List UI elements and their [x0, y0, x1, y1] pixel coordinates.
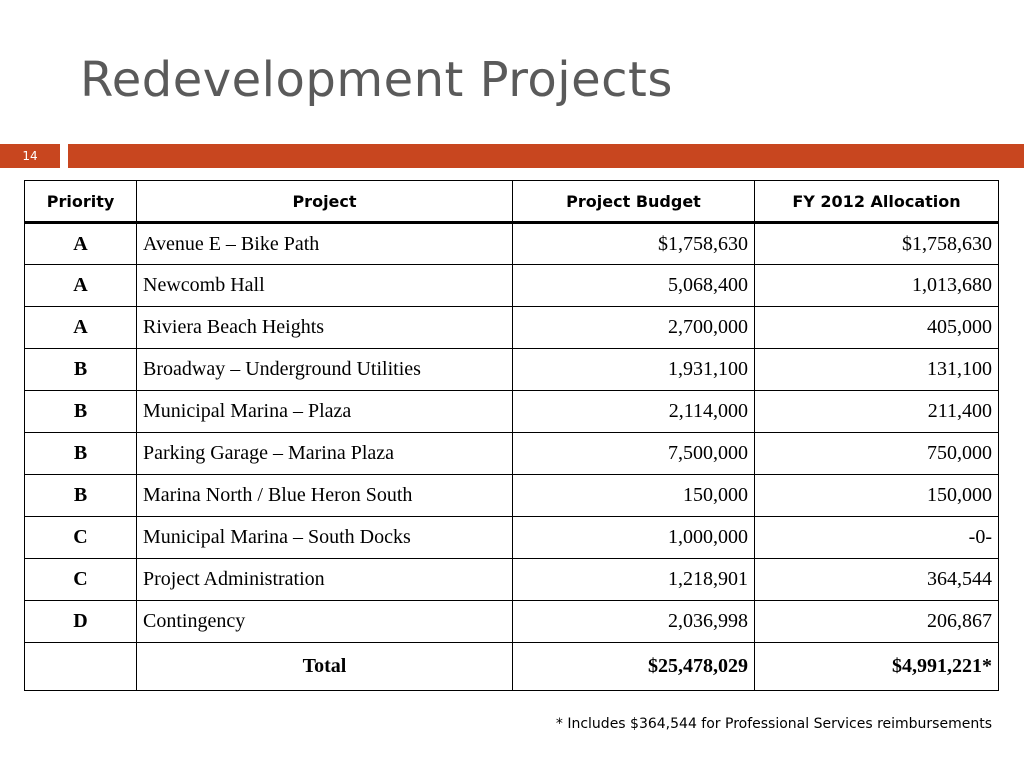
cell-project: Avenue E – Bike Path: [136, 222, 513, 265]
cell-budget: 1,000,000: [512, 516, 755, 559]
slide-title: Redevelopment Projects: [80, 52, 673, 108]
projects-table: Priority Project Project Budget FY 2012 …: [24, 180, 999, 691]
table-row: C Project Administration 1,218,901 364,5…: [24, 558, 999, 601]
cell-budget: 1,931,100: [512, 348, 755, 391]
cell-allocation: 405,000: [754, 306, 999, 349]
slide-number-bar: [0, 144, 60, 168]
table-header-row: Priority Project Project Budget FY 2012 …: [24, 180, 999, 224]
cell-priority: C: [24, 558, 137, 601]
cell-budget: 150,000: [512, 474, 755, 517]
total-row: Total $25,478,029 $4,991,221*: [24, 642, 999, 691]
table-row: B Municipal Marina – Plaza 2,114,000 211…: [24, 390, 999, 433]
cell-budget: 1,218,901: [512, 558, 755, 601]
header-allocation: FY 2012 Allocation: [754, 180, 999, 224]
cell-project: Municipal Marina – South Docks: [136, 516, 513, 559]
cell-allocation: 131,100: [754, 348, 999, 391]
header-priority: Priority: [24, 180, 137, 224]
header-budget: Project Budget: [512, 180, 755, 224]
header-project: Project: [136, 180, 513, 224]
total-budget: $25,478,029: [512, 642, 755, 691]
cell-project: Municipal Marina – Plaza: [136, 390, 513, 433]
cell-budget: 2,036,998: [512, 600, 755, 643]
cell-budget: 2,114,000: [512, 390, 755, 433]
cell-allocation: 750,000: [754, 432, 999, 475]
table-row: D Contingency 2,036,998 206,867: [24, 600, 999, 643]
accent-bar: [68, 144, 1024, 168]
slide-number: 14: [22, 149, 38, 163]
table-row: A Avenue E – Bike Path $1,758,630 $1,758…: [24, 222, 999, 265]
table-row: B Broadway – Underground Utilities 1,931…: [24, 348, 999, 391]
cell-budget: 7,500,000: [512, 432, 755, 475]
total-label: Total: [136, 642, 513, 691]
cell-project: Project Administration: [136, 558, 513, 601]
cell-priority: D: [24, 600, 137, 643]
cell-project: Parking Garage – Marina Plaza: [136, 432, 513, 475]
cell-allocation: 1,013,680: [754, 264, 999, 307]
cell-project: Contingency: [136, 600, 513, 643]
footnote: * Includes $364,544 for Professional Ser…: [555, 716, 992, 732]
cell-budget: $1,758,630: [512, 222, 755, 265]
cell-project: Riviera Beach Heights: [136, 306, 513, 349]
total-allocation: $4,991,221*: [754, 642, 999, 691]
cell-budget: 5,068,400: [512, 264, 755, 307]
cell-allocation: 206,867: [754, 600, 999, 643]
table-row: B Parking Garage – Marina Plaza 7,500,00…: [24, 432, 999, 475]
cell-allocation: $1,758,630: [754, 222, 999, 265]
cell-priority: B: [24, 432, 137, 475]
cell-priority: A: [24, 264, 137, 307]
cell-priority: C: [24, 516, 137, 559]
cell-project: Broadway – Underground Utilities: [136, 348, 513, 391]
cell-allocation: 150,000: [754, 474, 999, 517]
table-row: A Newcomb Hall 5,068,400 1,013,680: [24, 264, 999, 307]
cell-allocation: 364,544: [754, 558, 999, 601]
total-empty-cell: [24, 642, 137, 691]
cell-priority: A: [24, 306, 137, 349]
cell-priority: B: [24, 390, 137, 433]
table-row: B Marina North / Blue Heron South 150,00…: [24, 474, 999, 517]
cell-budget: 2,700,000: [512, 306, 755, 349]
cell-priority: B: [24, 348, 137, 391]
cell-allocation: 211,400: [754, 390, 999, 433]
cell-project: Newcomb Hall: [136, 264, 513, 307]
table-row: A Riviera Beach Heights 2,700,000 405,00…: [24, 306, 999, 349]
cell-project: Marina North / Blue Heron South: [136, 474, 513, 517]
cell-priority: B: [24, 474, 137, 517]
cell-allocation: -0-: [754, 516, 999, 559]
table-row: C Municipal Marina – South Docks 1,000,0…: [24, 516, 999, 559]
cell-priority: A: [24, 222, 137, 265]
